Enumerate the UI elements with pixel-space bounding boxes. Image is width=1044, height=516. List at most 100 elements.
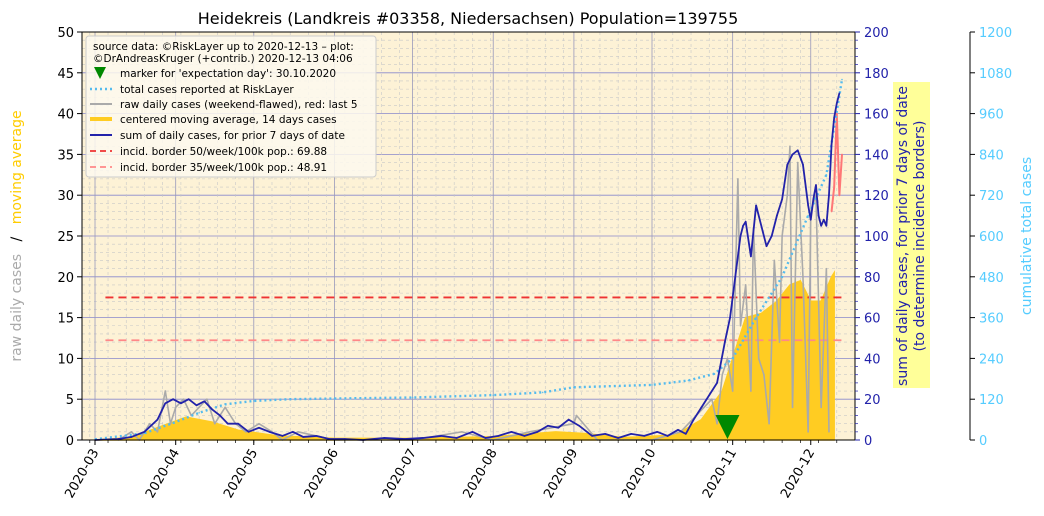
right1-axis-tick-label: 80 bbox=[864, 271, 881, 286]
weekly-sum-line-point bbox=[536, 431, 539, 433]
weekly-sum-line-point bbox=[700, 406, 703, 409]
total-cases-line-point bbox=[651, 384, 653, 386]
left-axis-tick-label: 45 bbox=[57, 67, 74, 82]
weekly-sum-line-point bbox=[315, 435, 318, 437]
raw-daily-cases-line-point bbox=[711, 398, 713, 401]
right1-axis-tick-label: 200 bbox=[864, 26, 889, 41]
right1-axis-tick-label: 20 bbox=[864, 393, 881, 408]
weekly-sum-line-point bbox=[258, 426, 260, 429]
raw-daily-cases-line-point bbox=[461, 431, 463, 433]
raw-daily-cases-line-point bbox=[721, 373, 724, 376]
total-cases-line-point bbox=[198, 412, 200, 414]
raw-daily-cases-line-point bbox=[789, 145, 791, 148]
right2-axis-tick-label: 840 bbox=[979, 148, 1004, 163]
weekly-sum-line-point bbox=[828, 194, 830, 196]
weekly-sum-line-point bbox=[796, 149, 799, 152]
raw-daily-cases-line-point bbox=[820, 406, 822, 409]
weekly-sum-line-point bbox=[247, 431, 250, 433]
weekly-sum-line-point bbox=[403, 438, 406, 440]
right2-axis-tick-label: 0 bbox=[979, 434, 987, 449]
right1-axis-tick-label: 40 bbox=[864, 352, 881, 367]
right2-axis-tick-label: 120 bbox=[979, 393, 1004, 408]
right2-axis-label: cumulative total cases bbox=[1019, 157, 1035, 315]
weekly-sum-line-point bbox=[268, 431, 271, 433]
weekly-sum-line-point bbox=[817, 214, 820, 217]
weekly-sum-line-point bbox=[226, 422, 229, 425]
weekly-sum-line-point bbox=[281, 435, 284, 437]
weekly-sum-line-point bbox=[739, 235, 742, 237]
right1-axis-tick-label: 120 bbox=[864, 189, 889, 204]
raw-daily-cases-line-point bbox=[716, 422, 718, 425]
weekly-sum-line-point bbox=[708, 394, 711, 396]
weekly-sum-line-point bbox=[750, 255, 752, 258]
left-axis-label-raw: raw daily cases bbox=[9, 254, 25, 362]
raw-daily-cases-line-point bbox=[258, 422, 260, 425]
raw-daily-cases-line-point bbox=[763, 373, 765, 376]
raw-daily-cases-line-point bbox=[778, 341, 781, 343]
raw-daily-cases-line-point bbox=[198, 406, 200, 409]
raw-daily-cases-line-point bbox=[731, 390, 734, 392]
weekly-sum-line-point bbox=[557, 426, 560, 429]
legend-label-expectation-day: marker for 'expectation day': 30.10.2020 bbox=[120, 68, 336, 80]
left-axis-tick-label: 35 bbox=[57, 148, 74, 163]
legend: source data: ©RiskLayer up to 2020-12-13… bbox=[85, 35, 377, 178]
total-cases-line-point bbox=[541, 391, 544, 394]
weekly-sum-line-point bbox=[143, 431, 146, 433]
weekly-sum-line-point bbox=[180, 402, 182, 405]
weekly-sum-line-point bbox=[802, 163, 804, 166]
weekly-sum-line-point bbox=[734, 276, 737, 278]
left-axis-tick-label: 20 bbox=[57, 271, 74, 286]
weekly-sum-line-point bbox=[187, 398, 190, 401]
left-axis-tick-label: 50 bbox=[57, 26, 74, 41]
weekly-sum-line-point bbox=[117, 438, 120, 440]
chart-title: Heidekreis (Landkreis #03358, Niedersach… bbox=[198, 9, 739, 28]
legend-label-raw-daily: raw daily cases (weekend-flawed), red: l… bbox=[120, 99, 358, 111]
weekly-sum-line-point bbox=[440, 435, 442, 437]
weekly-sum-line-point bbox=[791, 153, 794, 156]
left-axis-tick-label: 15 bbox=[57, 312, 74, 327]
weekly-sum-line-point bbox=[786, 163, 789, 166]
x-axis-tick-label: 2020-07 bbox=[380, 447, 420, 502]
legend-source-line-2: ©DrAndreasKruger (+contrib.) 2020-12-13 … bbox=[93, 53, 353, 65]
weekly-sum-line-point bbox=[838, 92, 841, 94]
right1-axis-tick-label: 140 bbox=[864, 148, 889, 163]
raw-daily-cases-line-point bbox=[796, 161, 799, 164]
left-axis-tick-label: 0 bbox=[66, 434, 74, 449]
weekly-sum-line-point bbox=[776, 214, 778, 217]
weekly-sum-line-point bbox=[484, 437, 487, 439]
raw-daily-cases-last5-line-point bbox=[835, 112, 838, 115]
raw-daily-cases-line-point bbox=[786, 194, 789, 196]
legend-label-moving-average: centered moving average, 14 days cases bbox=[120, 114, 337, 126]
weekly-sum-line-point bbox=[292, 431, 294, 433]
weekly-sum-line-point bbox=[219, 414, 221, 417]
raw-daily-cases-line-point bbox=[148, 422, 151, 425]
x-axis-tick-label: 2020-12 bbox=[778, 447, 818, 502]
weekly-sum-line-point bbox=[130, 436, 133, 438]
raw-daily-cases-line-point bbox=[739, 324, 742, 327]
weekly-sum-line-point bbox=[302, 436, 305, 438]
x-axis-tick-label: 2020-10 bbox=[619, 447, 659, 502]
right2-axis-tick-label: 600 bbox=[979, 230, 1004, 245]
raw-daily-cases-line-point bbox=[750, 390, 752, 392]
weekly-sum-line-point bbox=[716, 382, 718, 384]
left-axis-label-separator: / bbox=[9, 236, 25, 241]
weekly-sum-line-point bbox=[833, 116, 835, 119]
raw-daily-cases-line-point bbox=[174, 406, 177, 409]
weekly-sum-line-point bbox=[156, 418, 159, 421]
raw-daily-cases-line-point bbox=[828, 431, 830, 433]
weekly-sum-line-point bbox=[825, 225, 828, 227]
weekly-sum-line-point bbox=[471, 431, 474, 433]
weekly-sum-line-point bbox=[203, 400, 206, 403]
raw-daily-cases-last5-line-point bbox=[838, 194, 841, 196]
right1-axis-tick-label: 60 bbox=[864, 312, 881, 327]
right1-axis-tick-label: 180 bbox=[864, 67, 889, 82]
weekly-sum-line-point bbox=[578, 424, 580, 427]
weekly-sum-line-point bbox=[455, 437, 458, 439]
weekly-sum-line-point bbox=[328, 438, 331, 440]
right1-axis-tick-label: 160 bbox=[864, 108, 889, 123]
weekly-sum-line-point bbox=[744, 220, 747, 223]
raw-daily-cases-line-point bbox=[297, 431, 299, 433]
legend-label-incid-35: incid. border 35/week/100k pop.: 48.91 bbox=[120, 162, 327, 174]
weekly-sum-line-point bbox=[617, 437, 619, 439]
raw-daily-cases-line-point bbox=[169, 422, 172, 425]
